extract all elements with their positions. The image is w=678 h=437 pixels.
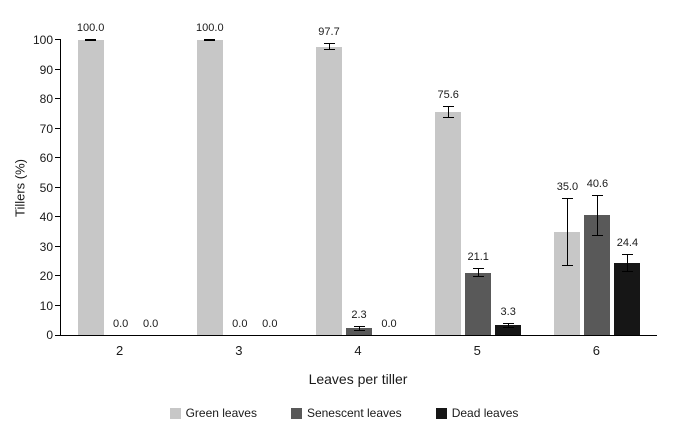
y-tick-label: 40 [39, 210, 53, 224]
error-bar [621, 254, 633, 272]
y-tick-label: 20 [39, 269, 53, 283]
legend-label: Dead leaves [451, 406, 519, 420]
bar-slot: 0.0 [376, 40, 402, 335]
y-tick-mark [55, 98, 61, 99]
y-tick-mark [55, 245, 61, 247]
legend-swatch [169, 407, 181, 419]
value-label: 0.0 [112, 318, 129, 330]
y-tick-mark [55, 304, 61, 306]
bar-slot: 0.0 [257, 40, 283, 335]
plot-column: 100.0 0.0 0.0 100.0 0.0 0.0 97.7 2.3 0.0 75.6 21.1… [55, 6, 678, 387]
legend-label: Senescent leaves [306, 406, 402, 420]
bar-slot: 0.0 [108, 40, 134, 335]
y-tick-mark [55, 157, 61, 158]
value-label: 100.0 [196, 21, 224, 34]
x-tick-label: 4 [354, 343, 362, 358]
value-label: 97.7 [318, 26, 340, 39]
bar-slot: 0.0 [138, 40, 164, 335]
y-tick-label: 0 [46, 328, 53, 342]
bar-green-leaves [435, 111, 462, 335]
value-label: 0.0 [262, 318, 278, 330]
y-tick-label: 30 [39, 239, 53, 254]
value-label: 21.1 [467, 251, 489, 264]
value-label: 2.3 [351, 308, 367, 321]
x-tick-label: 5 [473, 343, 481, 358]
error-bar [561, 197, 573, 266]
bar-group: 35.0 40.6 24.4 [538, 40, 657, 335]
value-label: 0.0 [381, 318, 397, 330]
value-label: 3.3 [500, 305, 516, 318]
bar-group: 97.7 2.3 0.0 [299, 26, 418, 335]
error-bar [204, 38, 216, 42]
x-tick-label: 3 [235, 343, 243, 358]
x-tick-label: 6 [592, 343, 601, 358]
x-tick-label: 2 [115, 343, 124, 358]
error-bar [472, 268, 484, 278]
legend: Green leaves Senescent leaves Dead leaves [10, 406, 678, 420]
bar-senescent-leaves [346, 328, 372, 335]
bar-group: 100.0 0.0 0.0 [61, 22, 180, 335]
y-tick-label: 80 [39, 92, 53, 106]
bar-group: 75.6 21.1 3.3 [419, 40, 538, 335]
bar-slot: 40.6 [584, 40, 611, 335]
value-label: 75.6 [437, 89, 459, 102]
bar-slot: 0.0 [227, 40, 253, 335]
bar-dead-leaves [495, 325, 522, 335]
y-tick-mark [55, 68, 61, 70]
y-tick-label: 50 [39, 180, 53, 195]
x-axis-title: Leaves per tiller [308, 371, 408, 387]
legend-item: Senescent leaves [290, 406, 402, 420]
error-bar [85, 38, 97, 42]
legend-swatch [290, 407, 302, 419]
legend-item: Dead leaves [435, 406, 519, 420]
y-tick-mark [55, 186, 61, 188]
y-tick-label: 90 [39, 62, 53, 77]
bar-slot: 100.0 [77, 22, 104, 335]
bar-slot: 75.6 [435, 40, 462, 335]
bar-green-leaves [316, 46, 342, 335]
bar-group: 100.0 0.0 0.0 [180, 22, 299, 335]
legend-swatch [435, 407, 447, 419]
y-tick-label: 60 [39, 151, 53, 165]
bar-slot: 2.3 [346, 40, 372, 335]
bar-green-leaves [196, 40, 223, 335]
value-label: 40.6 [586, 177, 609, 190]
y-tick-mark [55, 39, 61, 40]
legend-label: Green leaves [185, 406, 257, 420]
legend-item: Green leaves [169, 406, 257, 420]
bar-slot: 3.3 [495, 40, 522, 335]
y-tick-label: 70 [39, 121, 53, 136]
y-tick-mark [55, 275, 61, 276]
error-bar [323, 43, 335, 51]
error-bar [502, 322, 514, 328]
bar-slot: 24.4 [614, 40, 641, 335]
bar-slot: 97.7 [316, 26, 342, 335]
value-label: 35.0 [556, 180, 579, 193]
value-label: 100.0 [76, 21, 105, 34]
x-axis: 2 3 4 5 6 [60, 336, 656, 358]
bar-slot: 100.0 [196, 22, 224, 335]
bar-groups: 100.0 0.0 0.0 100.0 0.0 0.0 97.7 2.3 0.0 75.6 21.1… [61, 22, 657, 335]
bar-slot: 21.1 [465, 40, 492, 335]
y-tick-mark [55, 216, 61, 217]
value-label: 0.0 [142, 318, 159, 330]
chart-body: Tillers (%) 0 10 20 30 40 50 60 70 80 90 100 100.0… [10, 6, 678, 387]
y-tick-label: 10 [39, 298, 53, 313]
value-label: 24.4 [616, 237, 639, 250]
y-tick-mark [55, 335, 61, 336]
y-tick-label: 100 [32, 33, 53, 47]
y-axis: 0 10 20 30 40 50 60 70 80 90 100 [30, 33, 60, 342]
bar-senescent-leaves [465, 272, 492, 335]
plot-area: 100.0 0.0 0.0 100.0 0.0 0.0 97.7 2.3 0.0 75.6 21.1… [55, 22, 657, 336]
y-axis-title: Tillers (%) [12, 158, 28, 217]
bar-dead-leaves [614, 263, 641, 335]
value-label: 0.0 [232, 318, 248, 330]
y-tick-mark [55, 127, 61, 129]
error-bar [591, 194, 603, 236]
bar-slot: 35.0 [554, 40, 581, 335]
error-bar [442, 106, 454, 118]
bar-green-leaves [77, 40, 104, 335]
error-bar [353, 325, 365, 331]
